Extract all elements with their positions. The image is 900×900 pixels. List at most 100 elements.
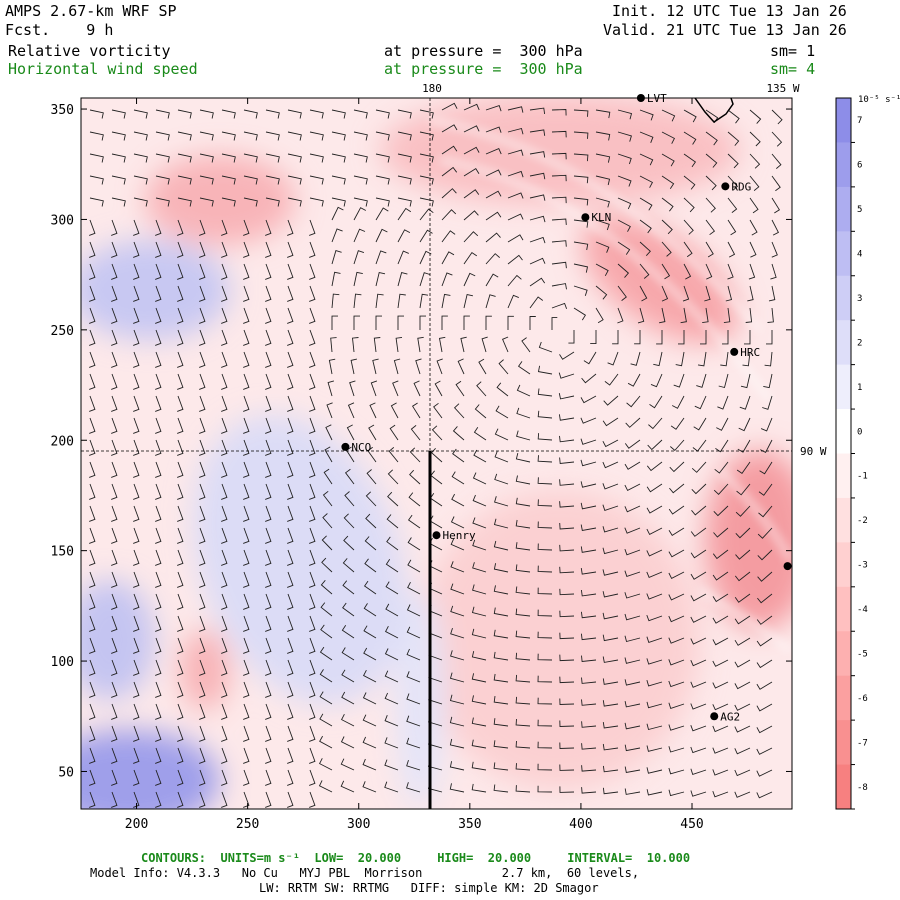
wind-barb bbox=[309, 373, 316, 390]
wind-barb bbox=[734, 725, 751, 733]
wind-barb bbox=[243, 307, 250, 324]
wind-barb bbox=[111, 153, 126, 163]
wind-barb bbox=[133, 175, 148, 185]
wind-barb bbox=[580, 546, 597, 553]
wind-barb bbox=[690, 725, 707, 732]
wind-barb bbox=[419, 153, 434, 163]
forecast-hour: Fcst. 9 h bbox=[5, 21, 114, 39]
wind-barb bbox=[515, 452, 531, 463]
wind-barb bbox=[111, 439, 118, 456]
wind-barb bbox=[309, 505, 316, 522]
wind-barb bbox=[473, 449, 487, 463]
wind-barb bbox=[133, 307, 140, 324]
wind-barb bbox=[221, 681, 228, 698]
wind-barb bbox=[89, 109, 104, 119]
wind-barb bbox=[760, 439, 773, 454]
wind-barb bbox=[364, 536, 377, 551]
wind-barb bbox=[739, 395, 751, 410]
wind-barb bbox=[287, 351, 294, 368]
wind-barb bbox=[243, 351, 250, 368]
wind-barb bbox=[757, 571, 773, 582]
wind-barb bbox=[309, 681, 316, 698]
wind-barb bbox=[650, 373, 663, 388]
wind-barb bbox=[265, 461, 272, 478]
wind-barb bbox=[362, 669, 377, 683]
wind-barb bbox=[694, 395, 707, 410]
colorbar-label: 2 bbox=[857, 338, 862, 348]
wind-barb bbox=[419, 293, 429, 309]
wind-barb bbox=[436, 358, 443, 375]
wind-barb bbox=[331, 315, 338, 330]
wind-barb bbox=[155, 307, 162, 324]
wind-barb bbox=[111, 241, 118, 258]
wind-barb bbox=[740, 373, 751, 389]
wind-barb bbox=[639, 175, 654, 188]
wind-barb bbox=[407, 514, 421, 529]
wind-barb bbox=[690, 659, 707, 667]
wind-barb bbox=[472, 539, 487, 551]
wind-barb bbox=[683, 241, 693, 258]
wind-barb bbox=[309, 461, 316, 478]
wind-barb bbox=[471, 606, 487, 617]
wind-barb bbox=[265, 681, 272, 698]
wind-barb bbox=[727, 109, 740, 124]
wind-barb bbox=[133, 659, 140, 676]
wind-barb bbox=[155, 593, 162, 610]
wind-barb bbox=[111, 527, 118, 544]
wind-barb bbox=[690, 637, 707, 645]
wind-barb bbox=[538, 341, 553, 353]
wind-barb bbox=[177, 395, 184, 412]
wind-barb bbox=[537, 609, 553, 617]
wind-barb bbox=[474, 404, 487, 419]
wind-barb bbox=[573, 285, 588, 296]
wind-barb bbox=[243, 285, 250, 302]
station-marker bbox=[636, 94, 645, 102]
wind-barb bbox=[265, 747, 272, 764]
wind-barb bbox=[89, 747, 96, 764]
wind-barb bbox=[700, 330, 707, 345]
wind-barb bbox=[199, 197, 214, 207]
wind-barb bbox=[668, 767, 685, 775]
wind-barb bbox=[559, 764, 575, 771]
wind-barb bbox=[573, 153, 589, 162]
colorbar-segment bbox=[836, 720, 851, 766]
wind-barb bbox=[595, 285, 608, 300]
wind-barb bbox=[111, 549, 118, 566]
wind-barb bbox=[309, 593, 316, 610]
wind-barb bbox=[221, 637, 228, 654]
wind-barb bbox=[690, 571, 707, 580]
wind-barb bbox=[558, 393, 575, 400]
wind-barb bbox=[507, 213, 524, 221]
wind-barb bbox=[675, 351, 685, 367]
wind-barb bbox=[683, 131, 697, 145]
wind-barb bbox=[452, 426, 465, 441]
wind-barb bbox=[199, 549, 206, 566]
wind-barb bbox=[551, 283, 567, 290]
wind-barb bbox=[341, 625, 355, 639]
station-marker bbox=[581, 213, 590, 222]
wind-barb bbox=[319, 713, 333, 727]
wind-barb bbox=[133, 461, 140, 478]
wind-barb bbox=[568, 330, 575, 344]
wind-barb bbox=[309, 329, 316, 346]
wind-barb bbox=[670, 417, 685, 430]
wind-barb bbox=[515, 630, 531, 639]
wind-barb bbox=[734, 791, 751, 798]
stations: LVT RDG KLN HRC NCO Henry AG2 bbox=[341, 92, 792, 723]
wind-barb bbox=[734, 571, 751, 582]
wind-barb bbox=[485, 105, 502, 112]
wind-barb bbox=[472, 472, 487, 485]
wind-barb bbox=[309, 725, 316, 742]
wind-barb bbox=[624, 527, 641, 534]
wind-barb bbox=[265, 153, 280, 163]
wind-barb bbox=[702, 307, 709, 324]
wind-barb bbox=[111, 747, 118, 764]
wind-barb bbox=[434, 380, 443, 397]
wind-barb bbox=[581, 677, 597, 684]
wind-barb bbox=[133, 703, 140, 720]
wind-barb bbox=[683, 153, 697, 168]
wind-barb bbox=[507, 274, 522, 287]
wind-barb bbox=[331, 197, 346, 207]
wind-barb bbox=[602, 612, 619, 620]
wind-barb bbox=[473, 427, 487, 441]
